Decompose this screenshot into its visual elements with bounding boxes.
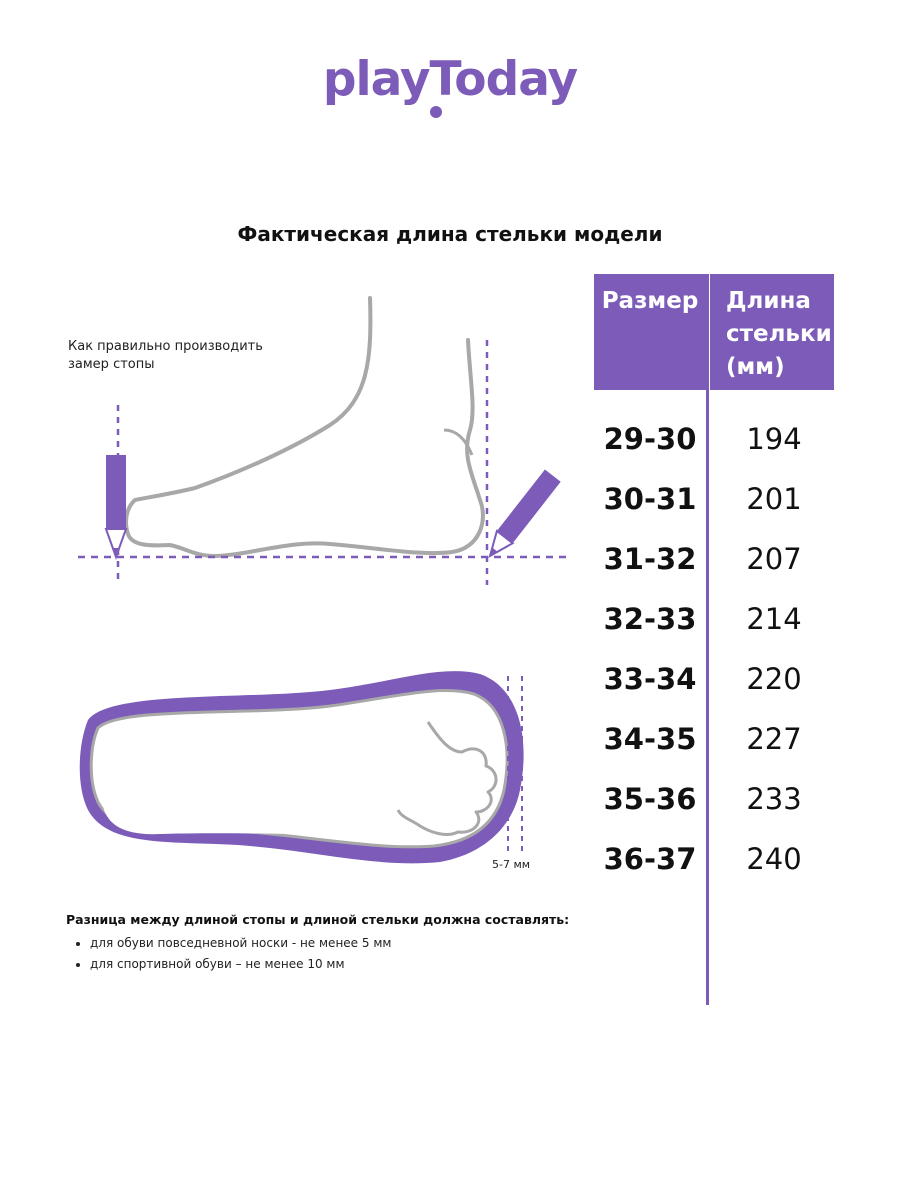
size-cell: 32-33 bbox=[603, 602, 697, 636]
table-row: 34-35 227 bbox=[594, 722, 844, 762]
logo-dot-icon bbox=[430, 106, 442, 118]
size-cell: 36-37 bbox=[603, 842, 697, 876]
table-row: 29-30 194 bbox=[594, 422, 844, 462]
length-cell: 220 bbox=[746, 662, 802, 696]
note-title: Разница между длиной стопы и длиной стел… bbox=[66, 912, 570, 927]
brand-logo: playToday bbox=[0, 52, 900, 132]
brand-logo-text: playToday bbox=[322, 52, 578, 107]
measure-hint: Как правильно производить замер стопы bbox=[68, 338, 288, 374]
table-header-length-line-2: стельки bbox=[726, 321, 832, 347]
table-header-length: Длина стельки (мм) bbox=[710, 274, 834, 390]
note-list: для обуви повседневной носки - не менее … bbox=[66, 933, 686, 975]
size-cell: 30-31 bbox=[603, 482, 697, 516]
ankle-curve bbox=[443, 428, 474, 456]
toes-outline bbox=[396, 721, 498, 836]
foot-side-outline bbox=[124, 296, 485, 559]
pencil-right-icon bbox=[488, 469, 561, 559]
table-row: 36-37 240 bbox=[594, 842, 844, 882]
length-cell: 227 bbox=[746, 722, 802, 756]
measure-hint-line-1: Как правильно производить bbox=[68, 339, 263, 354]
length-cell: 233 bbox=[746, 782, 802, 816]
foot-top-outline bbox=[99, 707, 494, 839]
measure-hint-line-2: замер стопы bbox=[68, 357, 155, 372]
size-cell: 35-36 bbox=[603, 782, 697, 816]
length-cell: 194 bbox=[746, 422, 802, 456]
table-header-size: Размер bbox=[594, 274, 706, 390]
length-cell: 240 bbox=[746, 842, 802, 876]
size-cell: 33-34 bbox=[603, 662, 697, 696]
length-cell: 207 bbox=[746, 542, 802, 576]
size-cell: 29-30 bbox=[603, 422, 697, 456]
table-row: 35-36 233 bbox=[594, 782, 844, 822]
table-header-length-line-1: Длина bbox=[726, 288, 811, 314]
table-row: 30-31 201 bbox=[594, 482, 844, 522]
note-item: для обуви повседневной носки - не менее … bbox=[90, 933, 686, 954]
page-title: Фактическая длина стельки модели bbox=[237, 222, 663, 246]
size-cell: 31-32 bbox=[603, 542, 697, 576]
size-note: Разница между длиной стопы и длиной стел… bbox=[66, 912, 686, 975]
length-cell: 214 bbox=[746, 602, 802, 636]
pencil-left-icon bbox=[104, 455, 128, 560]
table-row: 32-33 214 bbox=[594, 602, 844, 642]
length-cell: 201 bbox=[746, 482, 802, 516]
table-divider bbox=[706, 274, 709, 1005]
table-row: 31-32 207 bbox=[594, 542, 844, 582]
table-header-length-line-3: (мм) bbox=[726, 354, 785, 380]
note-item: для спортивной обуви – не менее 10 мм bbox=[90, 954, 686, 975]
size-cell: 34-35 bbox=[603, 722, 697, 756]
gap-label: 5-7 мм bbox=[492, 858, 531, 871]
table-row: 33-34 220 bbox=[594, 662, 844, 702]
